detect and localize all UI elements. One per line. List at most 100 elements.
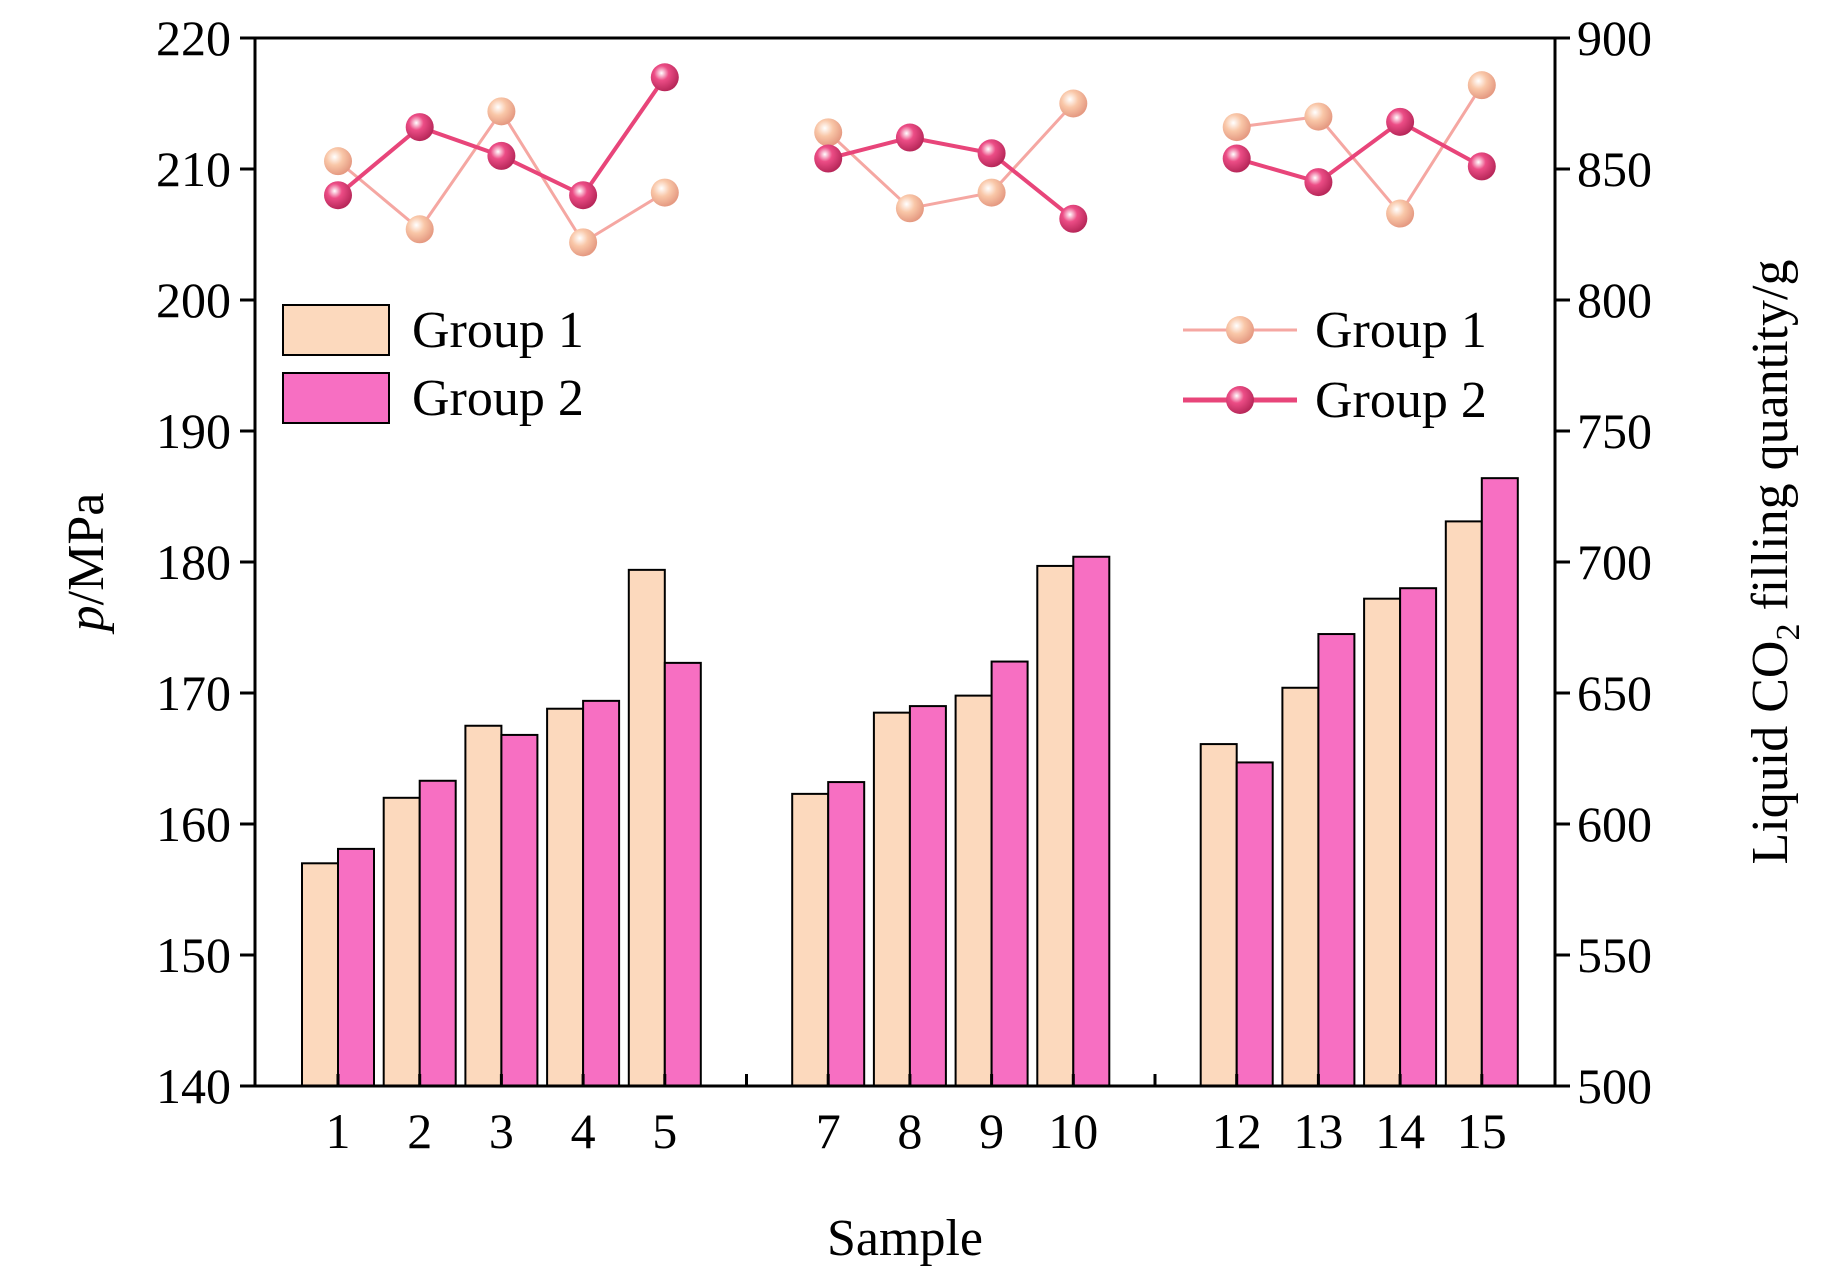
bar-group2-sample-9: [990, 660, 1029, 1087]
marker-group2-sample-14: [1386, 107, 1415, 136]
marker-group2-sample-5: [650, 63, 679, 92]
y-right-tick-label: 650: [1577, 665, 1652, 721]
bar-group2-sample-7: [827, 781, 866, 1088]
bar-group1-sample-13: [1281, 686, 1320, 1087]
y-left-tick-label: 140: [156, 1058, 231, 1114]
y-right-tick-label: 600: [1577, 796, 1652, 852]
legend-bar-swatch-1: [282, 304, 390, 356]
y-left-tick-label: 190: [156, 403, 231, 459]
legend-bar-label-1: Group 1: [412, 302, 584, 359]
bar-group1-sample-9: [954, 694, 993, 1087]
marker-group2-sample-15: [1467, 152, 1496, 181]
marker-group1-sample-1: [324, 147, 352, 176]
bar-group1-sample-8: [872, 711, 911, 1088]
line-group1-segment-3: [1236, 84, 1484, 217]
bar-group1-sample-12: [1199, 743, 1238, 1088]
bar-group1-sample-14: [1363, 597, 1402, 1087]
bar-group2-sample-1: [337, 847, 375, 1088]
bar-group1-sample-1: [301, 862, 339, 1087]
x-tick-label: 13: [1293, 1103, 1343, 1159]
marker-group1-sample-4: [569, 228, 598, 257]
marker-group1-sample-12: [1222, 113, 1251, 142]
bar-group1-sample-5: [627, 568, 666, 1087]
x-tick-label: 7: [816, 1103, 841, 1159]
legend-line-label-1: Group 1: [1315, 302, 1487, 359]
bar-group1-sample-7: [791, 792, 830, 1087]
bar-group1-sample-4: [546, 707, 585, 1087]
lines-layer: [324, 63, 1496, 257]
bar-group1-sample-2: [382, 796, 421, 1087]
marker-group1-sample-3: [487, 97, 516, 126]
bar-group2-sample-13: [1317, 633, 1356, 1087]
bar-group2-sample-4: [582, 699, 621, 1087]
marker-group1-sample-13: [1304, 102, 1333, 131]
marker-group2-sample-9: [977, 139, 1006, 168]
x-tick-label: 10: [1048, 1103, 1098, 1159]
marker-group1-sample-14: [1386, 199, 1415, 228]
legend-line-marker-2: [1226, 386, 1254, 414]
marker-group2-sample-13: [1304, 168, 1333, 197]
bar-group1-sample-3: [464, 724, 503, 1087]
bar-group2-sample-12: [1235, 761, 1274, 1087]
marker-group2-sample-7: [814, 144, 843, 173]
y-right-axis-title: Liquid CO2 filling quantity/g: [1742, 260, 1807, 865]
marker-group2-sample-1: [324, 181, 352, 210]
marker-group2-sample-12: [1222, 144, 1251, 173]
bar-group2-sample-8: [908, 705, 947, 1087]
legend-bar-swatch-2: [282, 372, 390, 424]
legend-line-marker-1: [1226, 316, 1254, 344]
bar-group2-sample-15: [1480, 477, 1519, 1088]
y-right-tick-label: 900: [1577, 10, 1652, 66]
line-group1-segment-1: [337, 108, 666, 245]
bar-group1-sample-15: [1444, 520, 1483, 1087]
marker-group1-sample-10: [1059, 89, 1088, 118]
x-tick-label: 2: [407, 1103, 432, 1159]
bar-group1-sample-10: [1036, 564, 1075, 1087]
marker-group1-sample-15: [1467, 71, 1496, 100]
legend-line-label-2: Group 2: [1315, 372, 1487, 429]
y-left-tick-label: 180: [156, 534, 231, 590]
bar-group2-sample-2: [418, 779, 457, 1088]
bar-group2-sample-14: [1399, 587, 1438, 1087]
line-group2-segment-1: [336, 76, 667, 198]
y-left-tick-label: 220: [156, 10, 231, 66]
marker-group1-sample-9: [977, 178, 1006, 207]
x-axis-title: Sample: [827, 1210, 983, 1267]
legend-bars: Group 1 Group 2: [282, 302, 584, 427]
marker-group2-sample-4: [569, 181, 598, 210]
legend-bar-label-2: Group 2: [412, 370, 584, 427]
y-right-tick-label: 550: [1577, 927, 1652, 983]
y-left-axis-title: p/MPa: [58, 493, 115, 636]
marker-group2-sample-8: [895, 123, 924, 152]
marker-group2-sample-10: [1059, 204, 1088, 233]
x-tick-label: 15: [1457, 1103, 1507, 1159]
x-tick-label: 9: [979, 1103, 1004, 1159]
x-tick-label: 8: [897, 1103, 922, 1159]
bar-group2-sample-10: [1072, 555, 1111, 1087]
y-right-tick-label: 700: [1577, 534, 1652, 590]
y-left-tick-label: 170: [156, 665, 231, 721]
y-right-tick-label: 500: [1577, 1058, 1652, 1114]
marker-group1-sample-2: [405, 215, 434, 244]
y-right-tick-label: 850: [1577, 141, 1652, 197]
marker-group2-sample-2: [405, 113, 434, 142]
x-tick-label: 5: [652, 1103, 677, 1159]
axes-layer: 1401501601701801902002102205005506006507…: [156, 10, 1652, 1159]
y-left-tick-label: 160: [156, 796, 231, 852]
y-left-tick-label: 210: [156, 141, 231, 197]
line-group2-segment-2: [827, 135, 1075, 221]
marker-group1-sample-8: [895, 194, 924, 223]
y-left-tick-label: 150: [156, 927, 231, 983]
y-right-tick-label: 750: [1577, 403, 1652, 459]
x-tick-label: 1: [326, 1103, 351, 1159]
y-left-tick-label: 200: [156, 272, 231, 328]
line-group2-segment-3: [1236, 119, 1483, 185]
bar-group2-sample-3: [500, 733, 539, 1087]
x-tick-label: 14: [1375, 1103, 1425, 1159]
marker-group1-sample-5: [650, 178, 679, 207]
x-tick-label: 3: [489, 1103, 514, 1159]
bar-group2-sample-5: [663, 661, 702, 1087]
legend-lines: Group 1 Group 2: [1183, 302, 1487, 429]
marker-group1-sample-7: [814, 118, 843, 147]
